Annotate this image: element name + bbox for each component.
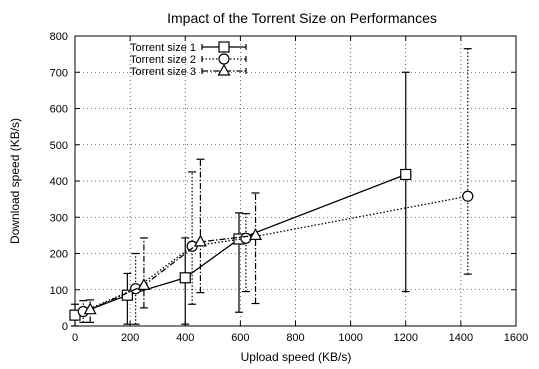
y-tick-label: 300	[50, 212, 68, 224]
legend-entry-3: Torrent size 3	[130, 63, 247, 78]
legend-entry-1: Torrent size 1	[130, 41, 247, 54]
y-tick-label: 800	[50, 31, 68, 43]
legend-label: Torrent size 3	[130, 66, 196, 78]
data-point	[137, 278, 151, 290]
legend-marker	[218, 53, 230, 65]
data-point	[193, 234, 207, 247]
data-point	[249, 228, 263, 240]
data-point	[121, 289, 133, 301]
series-group	[69, 48, 474, 327]
tick-labels: 0 200 400 600 800 1000 1200 1400 1600 0 100 200 300 4…	[50, 31, 529, 344]
legend-label: Torrent size 1	[130, 42, 196, 54]
y-tick-label: 200	[50, 249, 68, 261]
x-tick-label: 1000	[338, 332, 362, 344]
y-tick-label: 400	[50, 176, 68, 188]
legend-entry-2: Torrent size 2	[130, 53, 247, 66]
x-tick-label: 400	[176, 332, 194, 344]
y-tick-label: 0	[62, 321, 68, 333]
series-line	[83, 195, 468, 313]
y-tick-label: 100	[50, 285, 68, 297]
data-point	[179, 272, 191, 284]
plot-frame	[74, 35, 517, 327]
x-tick-label: 600	[231, 332, 249, 344]
y-axis-label: Download speed (KB/s)	[8, 118, 22, 244]
y-tick-label: 600	[50, 104, 68, 116]
x-axis-label: Upload speed (KB/s)	[241, 350, 352, 364]
data-point	[462, 190, 474, 202]
legend-marker	[217, 63, 231, 76]
y-tick-label: 700	[50, 67, 68, 79]
x-tick-label: 0	[72, 332, 78, 344]
x-tick-label: 1600	[504, 332, 528, 344]
series-line	[89, 234, 256, 311]
x-tick-label: 1200	[394, 332, 418, 344]
data-point	[83, 302, 97, 315]
x-tick-label: 200	[121, 332, 139, 344]
y-tick-label: 500	[50, 140, 68, 152]
series-3	[83, 158, 263, 323]
x-tick-label: 800	[286, 332, 304, 344]
legend-label: Torrent size 2	[130, 54, 196, 66]
series-2	[77, 48, 474, 325]
axes	[74, 35, 517, 327]
chart-title: Impact of the Torrent Size on Performanc…	[167, 10, 437, 26]
legend-marker	[218, 41, 230, 53]
grid	[75, 36, 516, 326]
x-tick-label: 1400	[449, 332, 473, 344]
data-point	[400, 168, 412, 181]
data-point	[240, 232, 252, 244]
series-1	[69, 71, 412, 327]
